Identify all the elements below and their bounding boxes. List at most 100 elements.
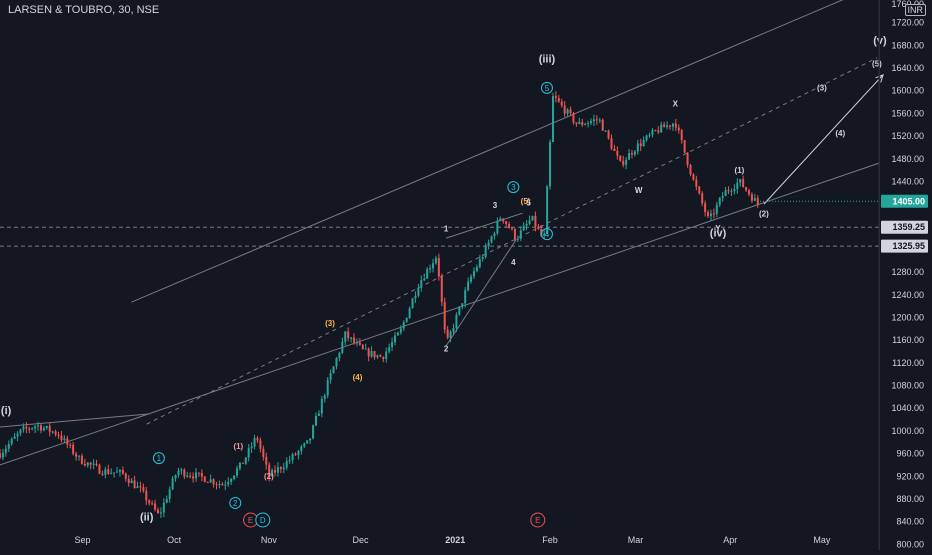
candle-body <box>642 140 645 147</box>
candle-body <box>730 191 733 193</box>
candle-body <box>75 453 78 457</box>
candle-body <box>288 460 291 462</box>
candle-body <box>104 469 107 475</box>
degree-wave-label: (iv) <box>710 227 727 239</box>
candle-body <box>546 186 549 234</box>
candle-body <box>22 426 25 430</box>
wave-label-(2): (2) <box>759 210 769 219</box>
candle-body <box>139 486 142 488</box>
candle-body <box>344 331 347 342</box>
candle-body <box>39 425 42 431</box>
candle-body <box>399 328 402 333</box>
candle-body <box>101 473 104 475</box>
price-axis[interactable]: INR <box>879 0 932 550</box>
candle-body <box>7 443 10 449</box>
event-marker-D[interactable] <box>255 512 271 528</box>
price-tick-label: 1720.00 <box>891 18 924 28</box>
candle-body <box>414 295 417 299</box>
candle-body <box>748 190 751 195</box>
candle-body <box>745 187 748 191</box>
candle-body <box>551 96 554 142</box>
wave-label-(5): (5) <box>521 197 531 206</box>
candle-body <box>350 337 353 339</box>
candle-body <box>66 438 69 445</box>
candle-body <box>443 301 446 330</box>
candle-body <box>16 433 19 437</box>
wave-label-1: 1 <box>157 454 162 463</box>
time-tick-label: 2021 <box>445 535 465 545</box>
candle-body <box>505 221 508 224</box>
candle-body <box>276 467 279 473</box>
candle-body <box>449 331 452 338</box>
candle-body <box>51 431 54 433</box>
candle-body <box>165 498 168 503</box>
price-tick-label: 1240.00 <box>891 290 924 300</box>
candle-body <box>525 223 528 226</box>
wave-label-W: W <box>635 186 643 195</box>
candle-body <box>209 479 212 483</box>
trend-line[interactable] <box>0 413 150 428</box>
price-tick-label: 1520.00 <box>891 131 924 141</box>
candle-body <box>613 148 616 152</box>
trend-line[interactable] <box>146 57 878 425</box>
candle-body <box>317 413 320 416</box>
trend-line[interactable] <box>0 162 881 466</box>
trend-line[interactable] <box>131 0 855 303</box>
candle-body <box>28 428 31 430</box>
candle-body <box>417 287 420 296</box>
candle-body <box>127 478 130 484</box>
current-price-tag[interactable] <box>881 194 928 208</box>
candle-body <box>77 455 80 457</box>
candle-body <box>285 461 288 468</box>
projection-arrow-line[interactable] <box>763 74 884 205</box>
candle-body <box>262 448 265 457</box>
candle-body <box>511 228 514 230</box>
candle-body <box>680 130 683 141</box>
candle-body <box>42 428 45 431</box>
candle-body <box>674 123 677 128</box>
currency-badge[interactable]: INR <box>904 4 926 16</box>
candle-body <box>382 356 385 359</box>
candle-body <box>434 258 437 264</box>
candle-body <box>405 317 408 323</box>
candle-body <box>326 379 329 396</box>
candle-body <box>148 500 151 504</box>
candle-body <box>177 470 180 476</box>
candle-body <box>692 174 695 180</box>
trend-line[interactable] <box>445 212 523 239</box>
level-price-tag[interactable] <box>881 239 928 253</box>
degree-wave-label: (i) <box>1 405 12 417</box>
candle-body <box>98 465 101 474</box>
event-marker-E[interactable] <box>530 512 546 528</box>
candle-body <box>437 258 440 277</box>
candle-body <box>297 451 300 455</box>
candle-body <box>669 125 672 127</box>
level-price-tag[interactable] <box>881 220 928 234</box>
chart-title: LARSEN & TOUBRO, 30, NSE <box>8 4 160 16</box>
candle-body <box>212 479 215 485</box>
candle-body <box>379 355 382 357</box>
candle-body <box>496 220 499 234</box>
trend-line[interactable] <box>445 239 517 347</box>
candle-body <box>630 153 633 155</box>
candle-body <box>622 160 625 165</box>
candle-body <box>458 306 461 315</box>
candle-body <box>282 467 285 470</box>
price-tick-label: 1680.00 <box>891 40 924 50</box>
price-tick-label: 960.00 <box>896 449 924 459</box>
candle-body <box>625 159 628 165</box>
candle-body <box>159 512 162 514</box>
candle-body <box>484 246 487 258</box>
level-price-label: 1325.95 <box>892 241 925 251</box>
candle-body <box>750 194 753 201</box>
candle-body <box>124 473 127 479</box>
candle-body <box>607 130 610 139</box>
candle-body <box>508 223 511 229</box>
candle-body <box>69 444 72 446</box>
degree-wave-label: (ii) <box>140 512 154 524</box>
candle-body <box>689 165 692 175</box>
candle-body <box>95 463 98 466</box>
